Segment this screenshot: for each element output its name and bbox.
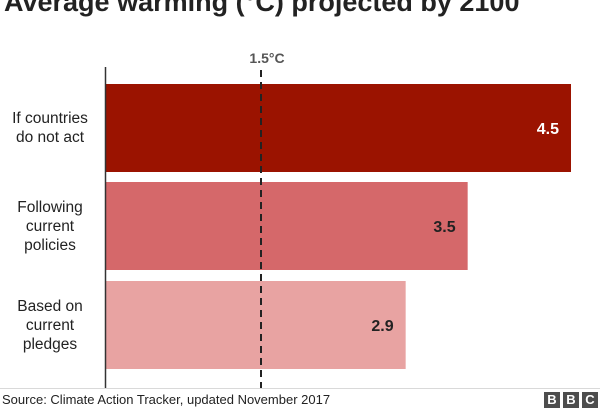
bar — [106, 281, 406, 369]
chart-title: Average warming (°C) projected by 2100 — [4, 0, 520, 17]
bar-value-label: 3.5 — [433, 219, 455, 236]
logo-letter: B — [563, 392, 579, 408]
logo-letter: B — [544, 392, 560, 408]
category-label: Following current policies — [17, 198, 83, 254]
bars: 4.5 3.5 2.9 — [106, 84, 571, 369]
bbc-logo: B B C — [544, 392, 598, 408]
bar-value-label: 4.5 — [537, 121, 559, 138]
logo-letter: C — [582, 392, 598, 408]
category-label: Based on current pledges — [17, 297, 83, 353]
reference-line-label: 1.5°C — [249, 50, 284, 66]
footer: Source: Climate Action Tracker, updated … — [0, 388, 600, 408]
bar — [106, 182, 468, 270]
reference-line-group: 1.5°C — [249, 50, 285, 388]
bar — [106, 84, 571, 172]
bar-value-label: 2.9 — [371, 318, 393, 335]
category-label: If countries do not act — [12, 110, 88, 146]
